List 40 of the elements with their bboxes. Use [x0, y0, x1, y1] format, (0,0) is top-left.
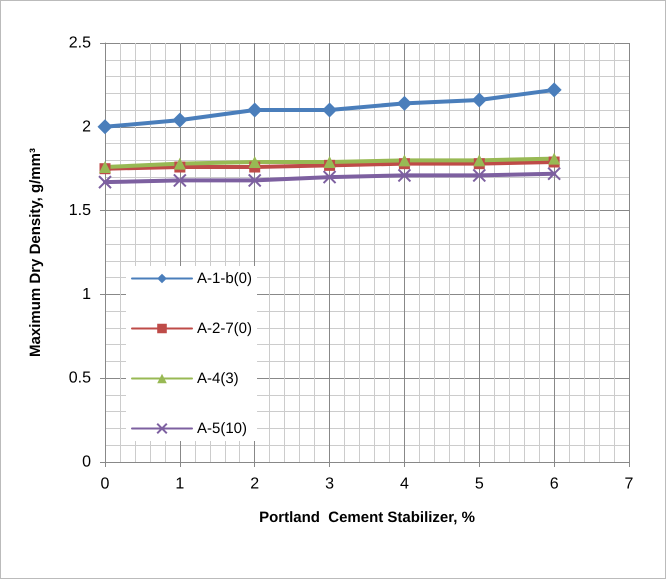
- y-tick-label: 2.5: [68, 34, 92, 52]
- x-tick-label: 7: [624, 476, 634, 492]
- point: [172, 112, 188, 128]
- x-tick-label: 3: [325, 476, 334, 492]
- legend-label: A-5(10): [197, 420, 248, 437]
- x-tick-label: 2: [250, 476, 260, 492]
- point: [546, 82, 562, 98]
- point: [322, 102, 338, 118]
- x-tick-label: 0: [100, 476, 110, 492]
- legend-label: A-4(3): [197, 370, 239, 387]
- y-axis-title: Maximum Dry Density, g/mm³: [27, 148, 44, 357]
- point: [247, 102, 262, 118]
- point: [174, 158, 186, 170]
- y-tick-label: 0.5: [68, 370, 92, 387]
- y-tick-label: 1: [82, 286, 92, 303]
- x-tick-label: 1: [175, 476, 184, 492]
- legend-label: A-1-b(0): [197, 270, 252, 287]
- point: [172, 173, 187, 188]
- y-tick-label: 1.5: [68, 202, 92, 220]
- point: [398, 154, 410, 166]
- point: [547, 166, 562, 181]
- point: [248, 156, 261, 168]
- point: [473, 154, 486, 166]
- point: [248, 173, 262, 188]
- point: [472, 92, 487, 108]
- point: [324, 156, 336, 168]
- x-tick-label: 5: [474, 476, 484, 492]
- point: [397, 168, 412, 182]
- y-tick-label: 2: [82, 118, 92, 136]
- x-tick-label: 4: [400, 476, 409, 492]
- x-axis-title: Portland Cement Stabilizer, %: [259, 509, 475, 526]
- point: [396, 96, 412, 111]
- y-tick-label: 0: [82, 454, 92, 470]
- x-tick-label: 6: [550, 476, 559, 492]
- point: [98, 119, 112, 134]
- legend-label: A-2-7(0): [197, 320, 252, 337]
- point: [322, 170, 337, 184]
- point: [98, 175, 112, 190]
- point: [548, 152, 560, 165]
- point: [472, 168, 486, 182]
